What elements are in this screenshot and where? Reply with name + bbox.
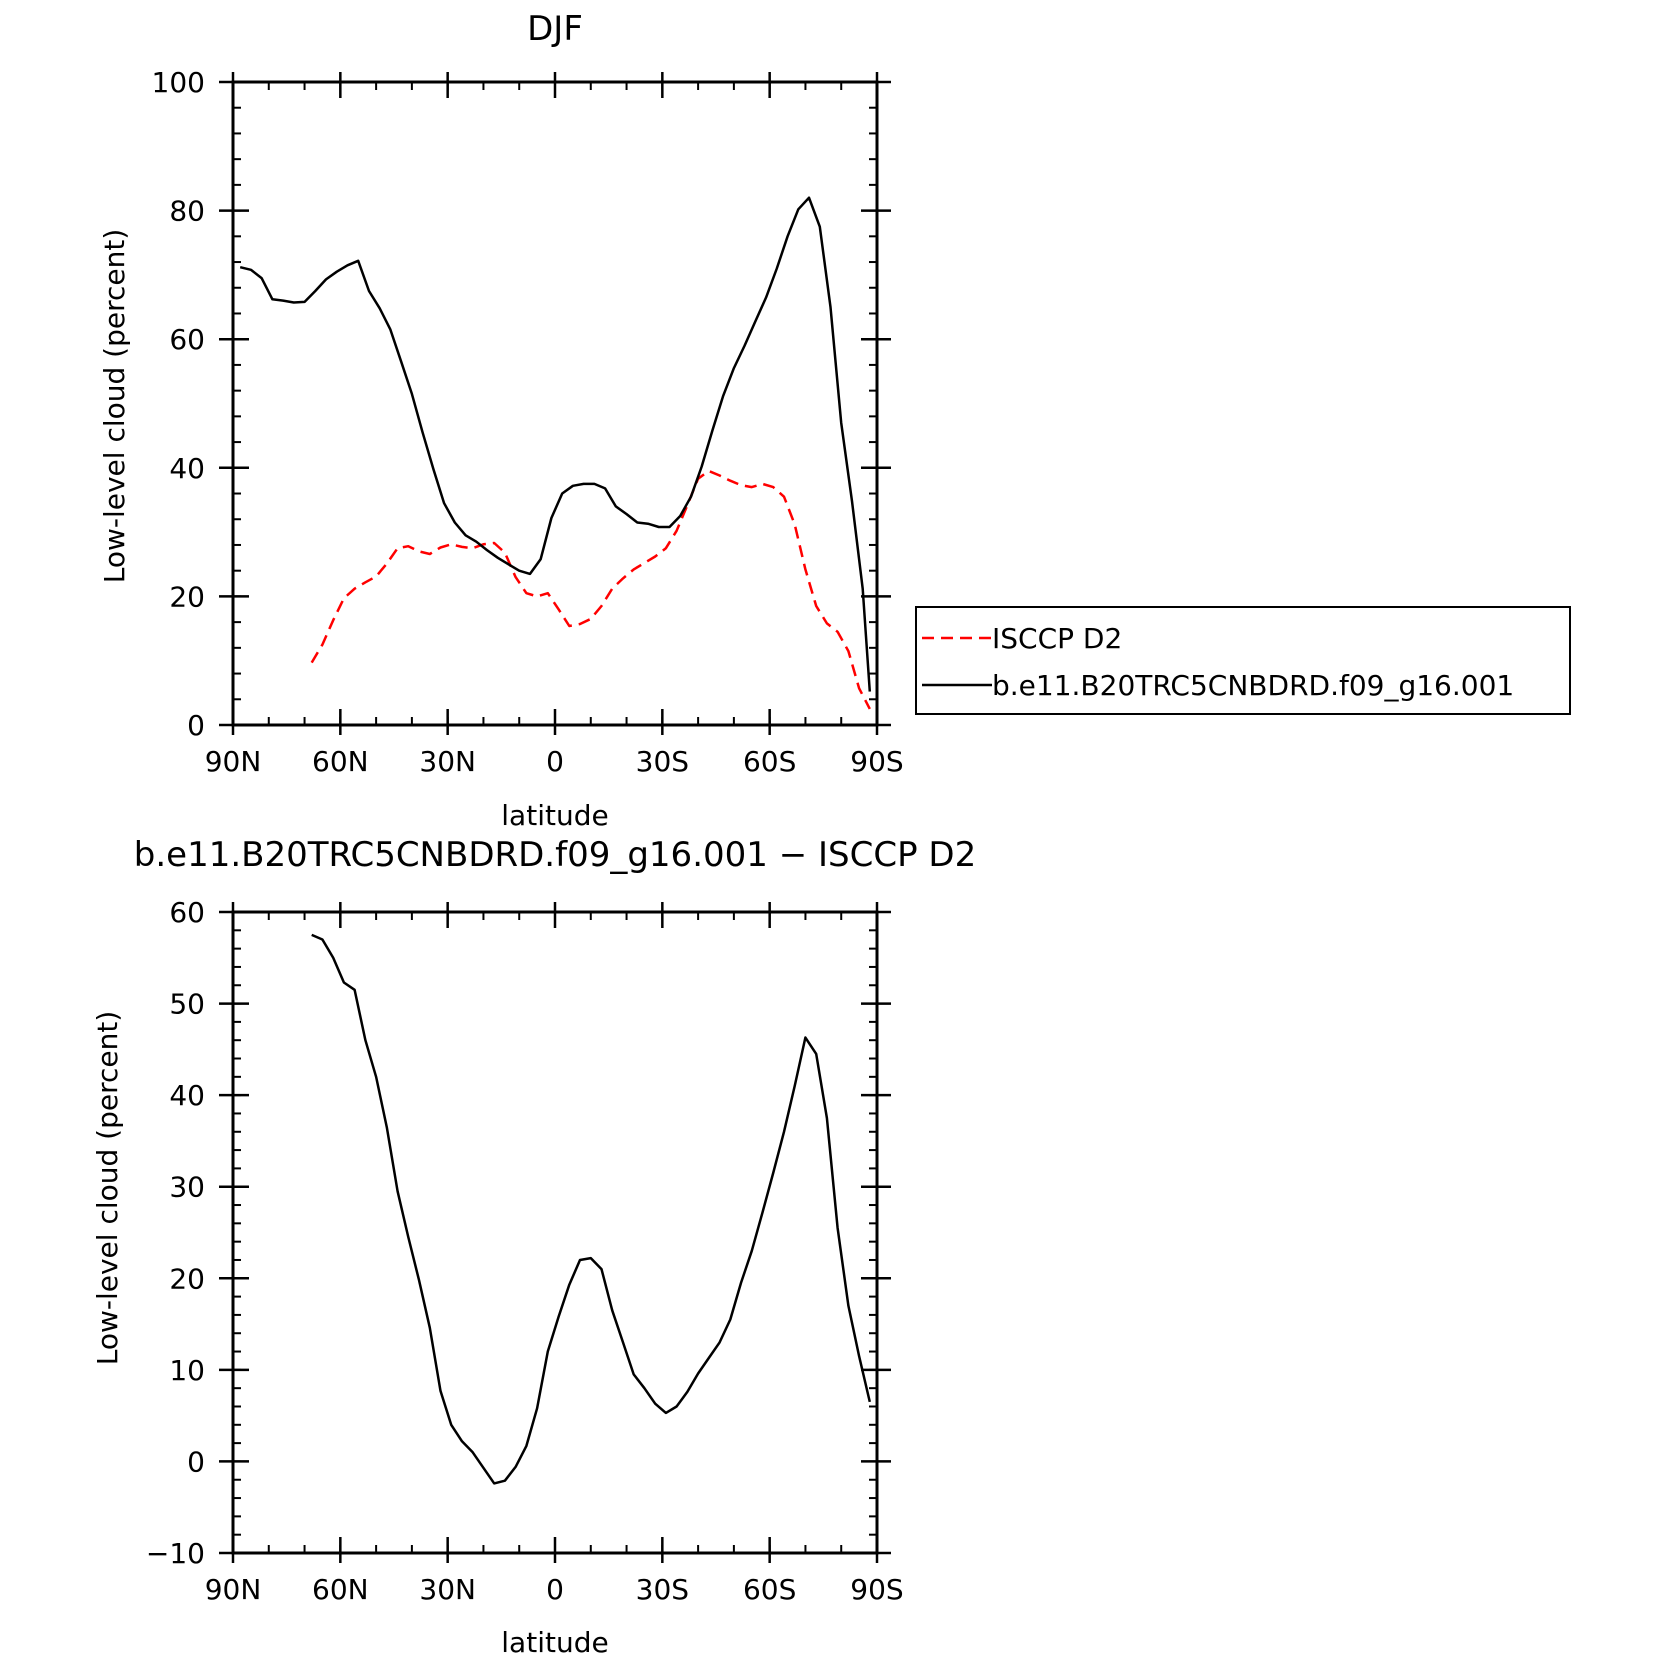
y-tick-label: 80 xyxy=(169,195,205,228)
x-tick-label: 60S xyxy=(743,745,796,778)
x-tick-label: 90N xyxy=(205,1573,262,1606)
chart-title: DJF xyxy=(527,9,583,49)
y-tick-label: −10 xyxy=(146,1537,205,1570)
x-tick-label: 90N xyxy=(205,745,262,778)
plot-frame xyxy=(231,80,879,727)
y-tick-label: 10 xyxy=(169,1354,205,1387)
axis-ticks: 90N 60N 30N 0 30S 60S 90S 0 20 40 60 80 100 xyxy=(152,66,904,778)
series-line-1 xyxy=(239,196,872,692)
series-line-0 xyxy=(311,933,872,1485)
series-layer xyxy=(239,196,872,710)
x-axis-label: latitude xyxy=(501,799,608,832)
chart-title: b.e11.B20TRC5CNBDRD.f09_g16.001 − ISCCP … xyxy=(134,835,976,875)
x-tick-label: 0 xyxy=(546,1573,564,1606)
y-tick-label: 0 xyxy=(187,709,205,742)
y-tick-label: 20 xyxy=(169,1262,205,1295)
x-tick-label: 30S xyxy=(636,745,689,778)
x-tick-label: 30S xyxy=(636,1573,689,1606)
x-tick-label: 30N xyxy=(419,1573,476,1606)
y-tick-label: 100 xyxy=(152,66,205,99)
legend-label-model: b.e11.B20TRC5CNBDRD.f09_g16.001 xyxy=(992,669,1514,702)
x-axis-label: latitude xyxy=(501,1626,608,1658)
y-tick-label: 50 xyxy=(169,988,205,1021)
plot-frame xyxy=(231,910,879,1555)
axis-ticks: 90N 60N 30N 0 30S 60S 90S −10 0 10 20 30 40 50 60 xyxy=(146,896,904,1606)
x-tick-label: 90S xyxy=(850,745,903,778)
legend-box xyxy=(915,606,1571,715)
y-tick-label: 20 xyxy=(169,580,205,613)
legend-label-isccp: ISCCP D2 xyxy=(992,622,1122,655)
x-tick-label: 60S xyxy=(743,1573,796,1606)
x-tick-label: 60N xyxy=(312,1573,369,1606)
x-tick-label: 60N xyxy=(312,745,369,778)
x-tick-label: 90S xyxy=(850,1573,903,1606)
y-axis-label: Low-level cloud (percent) xyxy=(98,229,131,584)
y-axis-label: Low-level cloud (percent) xyxy=(91,1011,124,1366)
y-tick-label: 60 xyxy=(169,896,205,929)
chart-panel-difference: b.e11.B20TRC5CNBDRD.f09_g16.001 − ISCCP … xyxy=(91,835,976,1658)
x-tick-label: 0 xyxy=(546,745,564,778)
x-tick-label: 30N xyxy=(419,745,476,778)
y-tick-label: 0 xyxy=(187,1445,205,1478)
legend: ISCCP D2 b.e11.B20TRC5CNBDRD.f09_g16.001 xyxy=(915,606,1571,715)
chart-panel-djf: DJF Low-level cloud (percent) latitude 9… xyxy=(98,9,904,832)
y-tick-label: 40 xyxy=(169,452,205,485)
y-tick-label: 60 xyxy=(169,323,205,356)
y-tick-label: 40 xyxy=(169,1079,205,1112)
series-layer xyxy=(311,933,872,1485)
series-line-0 xyxy=(310,469,871,710)
y-tick-label: 30 xyxy=(169,1171,205,1204)
